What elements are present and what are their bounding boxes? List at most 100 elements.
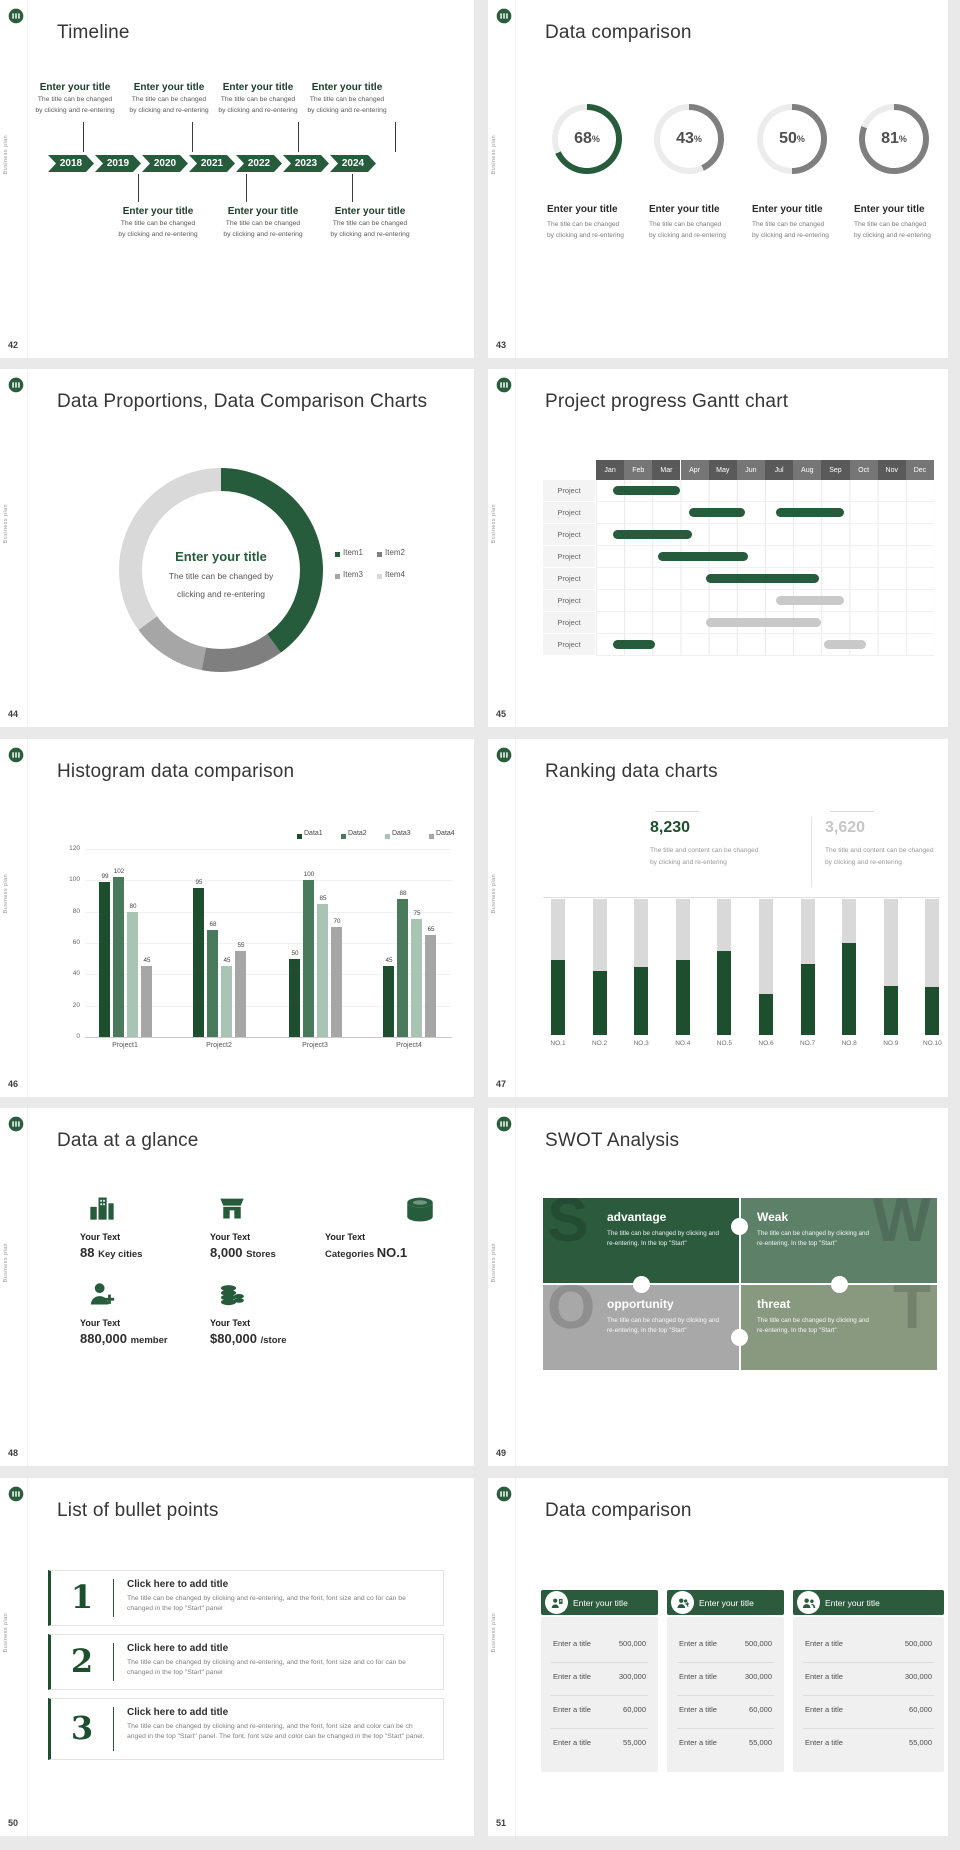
legend-swatch [385,834,390,839]
swot-title: opportunity [607,1297,674,1311]
slide-thumbnail-45[interactable]: Business plan Project progress Gantt cha… [488,369,948,727]
x-axis-label: NO.7 [800,1040,816,1047]
bar [411,919,422,1037]
bar-value-label: 70 [333,918,341,926]
slide-thumbnail-43[interactable]: Business plan Data comparison 43 68% Ente… [488,0,948,358]
bar-track [551,899,565,1035]
gantt-row-grid [596,524,935,546]
y-axis-tick: 120 [69,844,80,852]
legend-label: Data3 [392,830,411,837]
ring-caption-title: Enter your title [649,204,720,215]
bullet-divider [113,1579,114,1617]
progress-ring: 50% [757,104,827,174]
bar-value-label: 50 [291,949,299,957]
bullet-item[interactable]: 3 Click here to add title The title can be… [48,1698,444,1760]
slide-thumbnail-47[interactable]: Business plan Ranking data charts 47 8,2… [488,739,948,1097]
milestone-desc: The title can be changed [332,220,408,227]
legend-label: Data4 [436,830,455,837]
tick-line [138,174,139,202]
slide-thumbnail-50[interactable]: Business plan List of bullet points 50 1… [0,1478,474,1836]
slide-title: Data Proportions, Data Comparison Charts [57,391,428,412]
bar-value-label: 88 [399,890,407,898]
stat-desc: by clicking and re-entering [650,859,727,866]
bar-value-label: 68 [209,921,217,929]
x-axis-label: NO.3 [633,1040,649,1047]
bar-fill [592,971,607,1035]
tick-line [352,174,353,202]
comparison-tables-content: Enter your title Enter a title 500,000 Ente… [488,1478,948,1836]
bar [303,880,314,1037]
legend-swatch [335,552,340,557]
bullet-divider [113,1643,114,1681]
bar-value-label: 55 [237,941,245,949]
bar-track [759,899,773,1035]
table-row-value: 300,000 [904,1672,932,1681]
legend-label: Item4 [385,570,406,579]
slide-title: Project progress Gantt chart [545,391,789,412]
legend-label: Item3 [343,570,364,579]
bullet-item[interactable]: 1 Click here to add title The title can be… [48,1570,444,1626]
gantt-row-grid [596,590,935,612]
swot-desc: The title can be changed by clicking and… [607,1230,720,1247]
slide-title: SWOT Analysis [545,1130,680,1151]
donut-hole [142,491,300,649]
card-icon-circle [671,1591,694,1614]
row-separator [551,1728,648,1729]
bar-track [634,899,649,1035]
person-doc-icon [550,1596,564,1610]
ring-caption-desc: The title can be changed [547,221,620,228]
card-icon-circle [797,1591,820,1614]
x-axis-label: NO.8 [841,1040,857,1047]
gantt-row-label: Project [543,502,595,523]
row-separator [677,1695,774,1696]
slide-thumbnail-48[interactable]: Business plan Data at a glance 48 Your T… [0,1108,474,1466]
divider [515,0,516,358]
slide-thumbnail-44[interactable]: Business plan Data Proportions, Data Com… [0,369,474,727]
swot-watermark-letter: S [547,1198,589,1255]
table-row-value: 500,000 [744,1639,772,1648]
swot-desc: The title can be changed by clicking and… [607,1317,720,1334]
card-body: Enter a title 500,000 Enter a title 300,000… [541,1617,658,1772]
card-title: Enter your title [573,1597,628,1608]
tick-line [395,122,396,152]
slide-thumbnail-46[interactable]: Business plan Histogram data comparison … [0,739,474,1097]
slide-thumbnail-51[interactable]: Business plan Data comparison 51 Enter y… [488,1478,948,1836]
stat-value: $80,000 /store [210,1331,287,1346]
bar [207,930,218,1037]
swot-title: threat [757,1297,791,1311]
stat-value: 88 Key cities [80,1245,143,1260]
row-separator [803,1662,934,1663]
legend-label: Data2 [348,830,367,837]
brand-logo-icon [496,377,512,393]
card-title: Enter your title [699,1597,754,1608]
slide-number: 50 [8,1818,19,1828]
table-row-value: 55,000 [623,1738,646,1747]
bullet-desc: The title can be changed by clicking and… [127,1595,406,1612]
ring-caption-title: Enter your title [547,204,618,215]
card-icon-circle [545,1591,568,1614]
gantt-month-header: Sep [821,460,850,480]
coins-icon [218,1280,246,1308]
stat-value: Categories NO.1 [325,1245,408,1260]
x-axis-label: NO.1 [550,1040,566,1047]
table-row-label: Enter a title [805,1639,843,1648]
timeline-year-segment: 2020 [142,155,188,172]
ring-caption-desc: The title can be changed [649,221,722,228]
bar-fill [883,986,898,1035]
milestone-desc: by clicking and re-entering [129,107,209,114]
bullet-list-content: 1 Click here to add title The title can be… [0,1478,474,1836]
ranking-chart-content: 8,230 The title and content can be change… [488,739,948,1097]
milestone-desc: The title can be changed [309,96,385,103]
bar-track [883,899,898,1035]
bullet-item[interactable]: 2 Click here to add title The title can be… [48,1634,444,1690]
divider [27,739,28,1097]
slide-thumbnail-42[interactable]: Business plan Timeline 42 2018 2019 2020 20… [0,0,474,358]
histogram-content: 0 20 40 60 80 100 120 Data1 Data2 Data3 Data4 99 102… [0,739,474,1097]
timeline-content: 2018 2019 2020 2021 2022 2023 2024 Enter your t… [0,0,474,358]
slide-number: 43 [496,340,507,350]
x-axis-label: NO.5 [716,1040,732,1047]
card-body: Enter a title 500,000 Enter a title 300,000… [667,1617,784,1772]
bullet-title: Click here to add title [127,1643,229,1654]
